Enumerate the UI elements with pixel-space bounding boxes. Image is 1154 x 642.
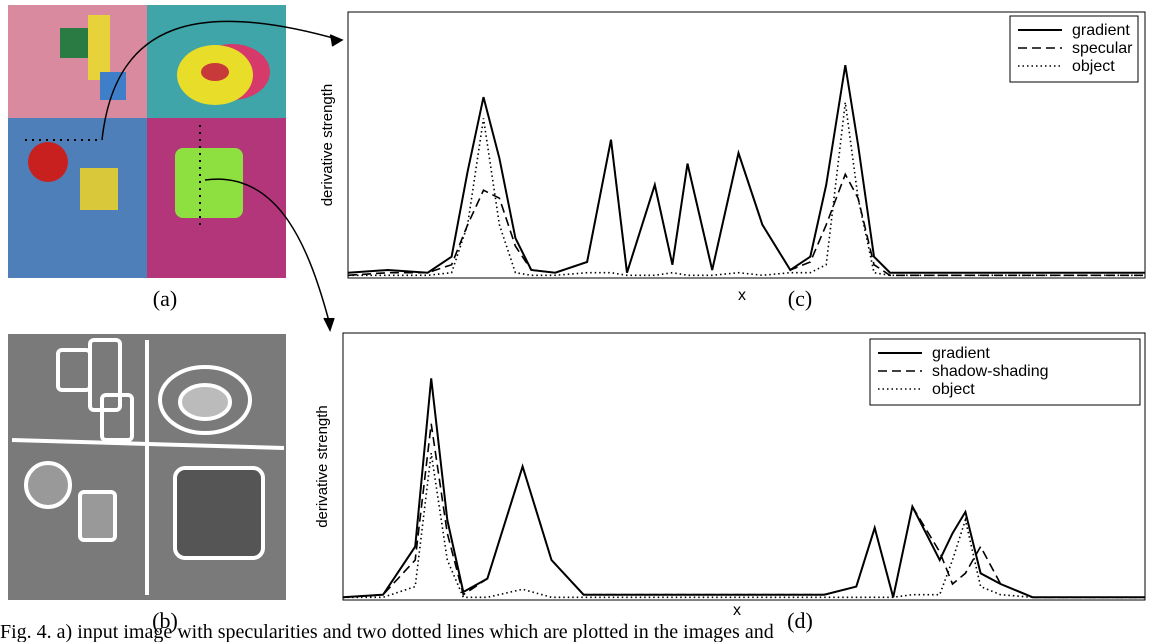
x-axis-label: x: [738, 287, 746, 304]
legend-label: gradient: [1072, 22, 1130, 39]
y-axis-label: derivative strength: [314, 405, 331, 528]
legend-label: specular: [1072, 40, 1133, 57]
y-axis-label: derivative strength: [319, 84, 336, 207]
legend-label: shadow-shading: [932, 363, 1049, 380]
arrows: [101, 20, 344, 332]
x-axis-label: x: [733, 602, 741, 619]
legend-label: object: [1072, 58, 1115, 75]
plot-frame: [342, 332, 1146, 601]
legend-box: [869, 338, 1141, 406]
series-line: [348, 102, 1145, 277]
panel-label: (a): [153, 286, 177, 311]
edge-image: [8, 334, 286, 600]
panel-label: (d): [787, 608, 813, 633]
series-line: [347, 139, 1145, 277]
series-line: [342, 423, 1145, 599]
caption: Fig. 4. a) input image with specularitie…: [0, 621, 774, 642]
legend-label: object: [932, 381, 975, 398]
legend-label: gradient: [932, 345, 990, 362]
legend-box: [1009, 15, 1139, 83]
plot-frame: [347, 11, 1146, 279]
series-line: [342, 378, 1145, 599]
series-line: [347, 65, 1145, 274]
panel-label: (b): [152, 608, 178, 633]
input-image: [8, 5, 286, 278]
panel-label: (c): [788, 286, 812, 311]
series-line: [343, 452, 1145, 599]
